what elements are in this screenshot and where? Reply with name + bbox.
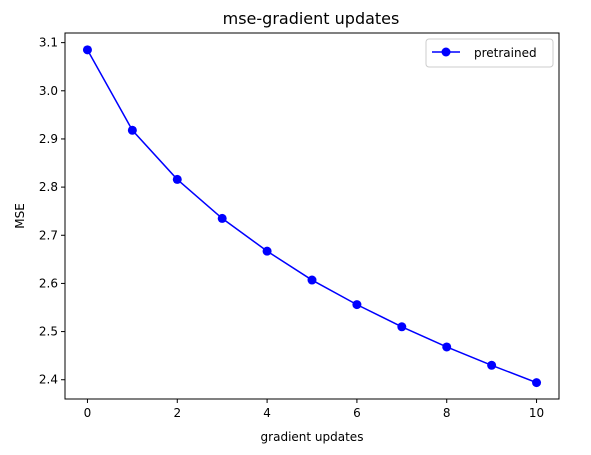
y-tick-label: 2.9: [39, 132, 58, 146]
data-point: [442, 342, 452, 352]
x-tick-label: 8: [443, 406, 451, 420]
y-tick-label: 2.8: [39, 180, 58, 194]
data-point: [217, 213, 227, 223]
x-axis-label: gradient updates: [261, 430, 364, 444]
y-tick-label: 3.1: [39, 36, 58, 50]
x-tick-label: 2: [173, 406, 181, 420]
x-tick-label: 10: [529, 406, 544, 420]
y-tick-label: 2.5: [39, 325, 58, 339]
x-axis-ticks: 0 2 4 6 8 10: [84, 399, 544, 420]
data-point: [82, 45, 92, 55]
data-point: [487, 360, 497, 370]
x-tick-label: 6: [353, 406, 361, 420]
x-tick-label: 4: [263, 406, 271, 420]
y-tick-label: 2.4: [39, 373, 58, 387]
y-axis-ticks: 2.4 2.5 2.6 2.7 2.8 2.9 3.0 3.1: [39, 36, 65, 387]
y-tick-label: 2.6: [39, 276, 58, 290]
series-layer: [82, 45, 542, 388]
x-tick-label: 0: [84, 406, 92, 420]
y-tick-label: 2.7: [39, 228, 58, 242]
data-point: [397, 322, 407, 332]
data-point: [532, 378, 542, 388]
y-tick-label: 3.0: [39, 84, 58, 98]
legend-label-pretrained: pretrained: [474, 46, 537, 60]
plot-frame: [64, 32, 560, 400]
legend-marker-swatch: [441, 47, 451, 57]
legend: pretrained: [425, 38, 554, 68]
data-point: [262, 246, 272, 256]
data-point: [352, 300, 362, 310]
y-axis-label: MSE: [13, 203, 27, 229]
legend-box: [425, 38, 554, 68]
chart-title: mse-gradient updates: [223, 9, 400, 28]
data-point: [307, 275, 317, 285]
series-line: [86, 49, 537, 384]
data-point: [172, 174, 182, 184]
data-point: [127, 125, 137, 135]
